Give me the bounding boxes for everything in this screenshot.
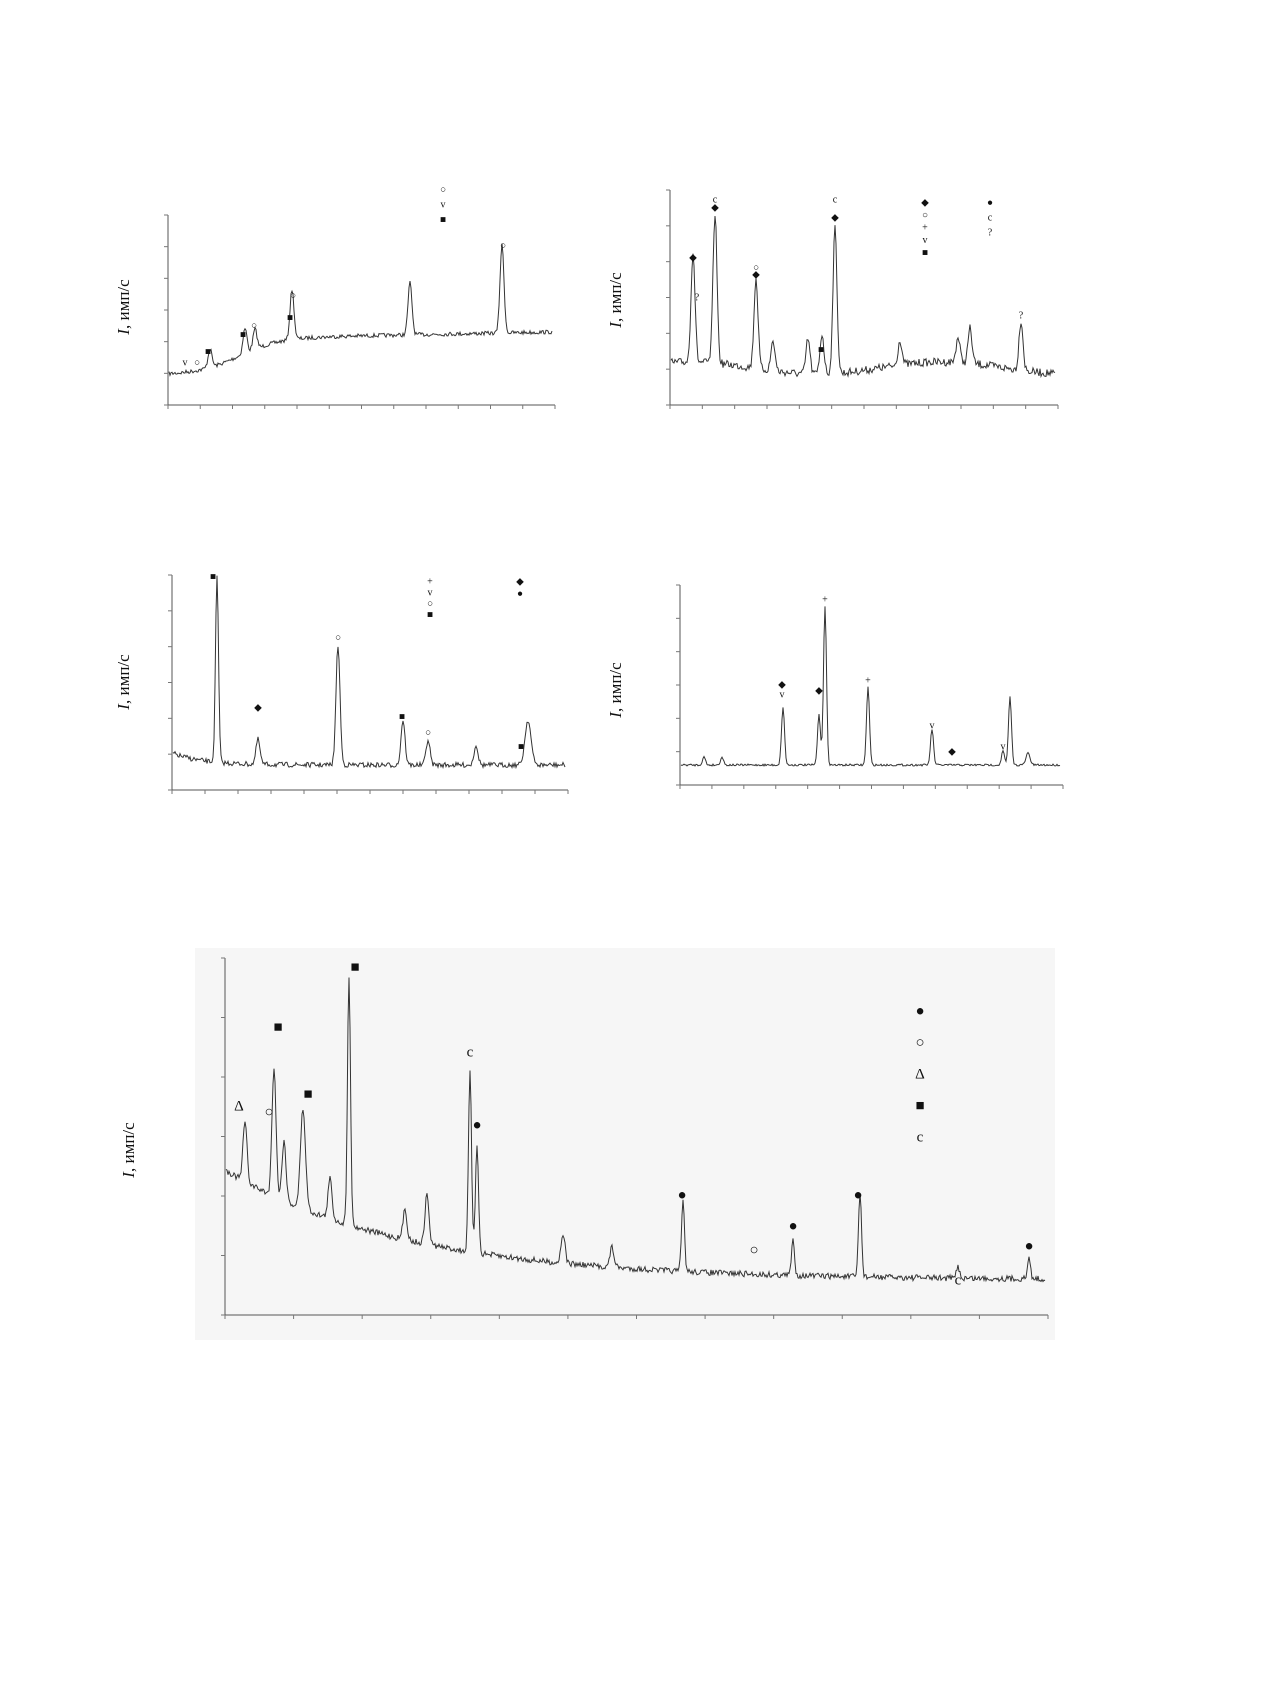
peak-label: ■ — [210, 571, 216, 582]
peak-label: ○ — [335, 632, 341, 643]
y-label-unit: , имп/с — [114, 654, 133, 704]
y-label-var: I — [606, 711, 625, 719]
peak-label: ■ — [350, 959, 359, 975]
peak-label: ■ — [240, 329, 246, 340]
legend-symbol: ■ — [440, 214, 446, 225]
peak-label: ◆ — [815, 685, 823, 696]
y-label-var: I — [119, 1171, 138, 1179]
xrd-spectrum — [225, 977, 1046, 1283]
peak-label: ■ — [303, 1086, 312, 1102]
figure-background — [195, 948, 1055, 1340]
xrd-panel: I, имп/с ○ v ■ v ○ ■ ■ ○ ■ ○ ○ — [114, 184, 556, 409]
y-axis-label: I, имп/с — [119, 1122, 138, 1179]
peak-label: ◆ — [689, 252, 697, 263]
peak-label: c — [713, 194, 718, 205]
y-label-unit: , имп/с — [606, 272, 625, 322]
legend-symbol: c — [917, 1129, 924, 1145]
peak-label: ◆ — [831, 212, 839, 223]
peak-label: ● — [677, 1187, 686, 1203]
peak-label: ■ — [205, 346, 211, 357]
y-label-unit: , имп/с — [119, 1122, 138, 1172]
y-label-var: I — [606, 321, 625, 329]
legend-symbol: ■ — [427, 609, 433, 620]
peak-label: ◆ — [752, 269, 760, 280]
peak-label: ○ — [194, 357, 200, 368]
peak-label: v — [930, 720, 935, 731]
xrd-spectrum — [680, 606, 1061, 767]
y-axis-label: I, имп/с — [606, 662, 625, 719]
legend-symbol: v — [428, 587, 433, 598]
y-label-unit: , имп/с — [114, 279, 133, 329]
peak-label: c — [467, 1044, 474, 1060]
peak-label: ? — [695, 292, 700, 303]
peak-label: ○ — [264, 1104, 273, 1120]
xrd-panel: I, имп/с+v○■◆●■○■○◆■ — [114, 571, 569, 794]
y-label-var: I — [114, 703, 133, 711]
peak-label: ■ — [818, 344, 824, 355]
peak-label: ○ — [749, 1242, 758, 1258]
legend-symbol: ● — [915, 1003, 924, 1019]
legend-symbol: v — [923, 235, 928, 246]
peak-label: ◆ — [778, 679, 786, 690]
peak-label: + — [865, 675, 871, 686]
peak-label: c — [955, 1272, 962, 1288]
legend-symbol: v — [441, 199, 446, 210]
y-axis-label: I, имп/с — [606, 272, 625, 329]
legend-symbol: ◆ — [516, 576, 524, 587]
legend-symbol: ○ — [922, 210, 928, 221]
peak-label: ■ — [287, 312, 293, 323]
legend-symbol: ◆ — [921, 197, 929, 208]
peak-label: v — [780, 689, 785, 700]
legend-symbol: + — [922, 222, 928, 233]
peak-label: ■ — [273, 1019, 282, 1035]
y-axis-label: I, имп/с — [114, 654, 133, 711]
legend-symbol: ○ — [427, 598, 433, 609]
legend-symbol: ● — [517, 588, 523, 599]
xrd-panel: I, имп/с ◆v ◆++v◆ v — [606, 584, 1064, 789]
peak-label: ○ — [500, 240, 506, 251]
legend-symbol: ○ — [440, 184, 446, 195]
peak-label: ○ — [753, 262, 759, 273]
peak-label: ■ — [399, 711, 405, 722]
legend-symbol: ■ — [922, 247, 928, 258]
peak-label: v — [183, 357, 188, 368]
peak-label: ○ — [251, 320, 257, 331]
peak-label: ● — [788, 1218, 797, 1234]
y-axis-label: I, имп/с — [114, 279, 133, 336]
legend-symbol: ● — [987, 197, 993, 208]
legend-symbol: ○ — [915, 1035, 924, 1051]
peak-label: ○ — [290, 290, 296, 301]
y-label-unit: , имп/с — [606, 662, 625, 712]
peak-label: ■ — [518, 741, 524, 752]
y-label-var: I — [114, 328, 133, 336]
xrd-spectrum — [670, 215, 1056, 379]
legend-symbol: Δ — [915, 1066, 925, 1082]
peak-label: Δ — [234, 1098, 244, 1114]
peak-label: ? — [1019, 310, 1024, 321]
peak-label: + — [822, 594, 828, 605]
legend-symbol: c — [988, 212, 993, 223]
peak-label: v — [1001, 741, 1006, 752]
peak-label: ◆ — [254, 702, 262, 713]
xrd-panel: I, имп/с◆○+v■●c?◆c◆○◆?c◆?■ — [606, 189, 1059, 409]
legend-symbol: ? — [988, 227, 993, 238]
peak-label: ◆ — [948, 746, 956, 757]
legend-symbol: + — [427, 576, 433, 587]
peak-label: ◆ — [711, 202, 719, 213]
peak-label: ○ — [425, 727, 431, 738]
xrd-spectrum — [172, 575, 566, 770]
xrd-spectrum — [168, 243, 553, 377]
legend-symbol: ■ — [915, 1098, 924, 1114]
xrd-panel: I, имп/с ● ○ Δ ■ c ■ ■ ■ Δ ○ c ● ● ● ● ○ c ● — [119, 957, 1049, 1319]
peak-label: c — [833, 194, 838, 205]
peak-label: ● — [472, 1117, 481, 1133]
peak-label: ● — [853, 1187, 862, 1203]
peak-label: ● — [1024, 1238, 1033, 1254]
